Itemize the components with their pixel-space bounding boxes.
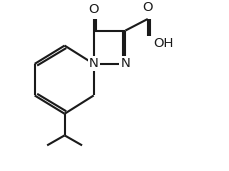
Text: O: O: [142, 1, 153, 14]
Text: N: N: [120, 57, 130, 70]
Text: O: O: [88, 3, 99, 16]
Text: N: N: [89, 57, 99, 70]
Text: OH: OH: [154, 37, 174, 50]
